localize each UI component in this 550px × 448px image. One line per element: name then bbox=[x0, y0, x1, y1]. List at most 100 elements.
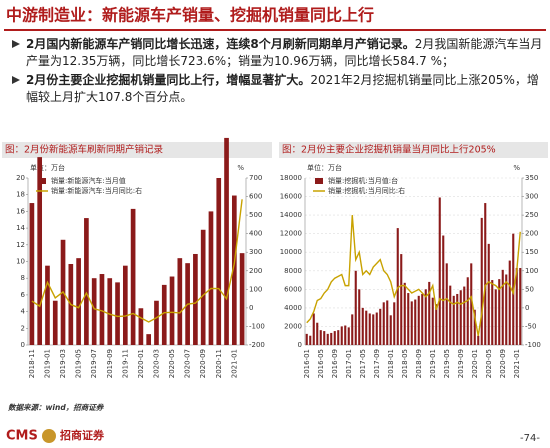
bar bbox=[473, 309, 476, 345]
bar bbox=[494, 289, 497, 345]
bar bbox=[368, 313, 371, 345]
unit-right: % bbox=[513, 164, 520, 172]
bar bbox=[76, 258, 81, 345]
legend-swatch bbox=[38, 178, 46, 184]
y2-tick-label: 350 bbox=[525, 174, 538, 182]
x-tick-label: 2019-05 bbox=[75, 349, 83, 378]
x-tick-label: 2020-05 bbox=[485, 349, 493, 378]
bar bbox=[393, 302, 396, 345]
x-tick-label: 2020-11 bbox=[215, 349, 223, 378]
bar bbox=[396, 228, 399, 345]
y2-tick-label: 300 bbox=[525, 193, 538, 201]
bar bbox=[445, 263, 448, 345]
bar bbox=[347, 327, 350, 345]
bar bbox=[424, 289, 427, 345]
y2-tick-label: 400 bbox=[249, 230, 262, 238]
bar bbox=[379, 308, 382, 345]
bar bbox=[375, 312, 378, 345]
x-tick-label: 2018-09 bbox=[415, 349, 423, 378]
y2-tick-label: 150 bbox=[525, 248, 538, 256]
x-tick-label: 2020-07 bbox=[184, 349, 192, 378]
y-tick-label: 12000 bbox=[280, 230, 302, 238]
y2-tick-label: 600 bbox=[249, 193, 262, 201]
bar bbox=[389, 315, 392, 345]
bar bbox=[466, 277, 469, 345]
bar bbox=[29, 203, 35, 345]
bar bbox=[382, 302, 385, 345]
bar bbox=[309, 335, 312, 345]
y2-tick-label: -50 bbox=[525, 322, 536, 330]
bar bbox=[130, 208, 136, 345]
legend-label: 销量:挖掘机:当月值:台 bbox=[328, 176, 398, 185]
bar bbox=[177, 258, 183, 345]
bar bbox=[231, 195, 237, 345]
bar bbox=[417, 295, 420, 345]
source-note: 数据来源：wind，招商证券 bbox=[8, 403, 105, 412]
bar bbox=[138, 308, 144, 345]
y-tick-label: 2 bbox=[21, 324, 25, 332]
y-tick-label: 10000 bbox=[280, 248, 302, 256]
bar bbox=[333, 331, 336, 345]
bar bbox=[122, 265, 128, 345]
bar bbox=[414, 299, 417, 345]
page-number: -74- bbox=[520, 433, 540, 444]
bar bbox=[386, 300, 389, 345]
bar bbox=[407, 293, 410, 345]
x-tick-label: 2019-09 bbox=[457, 349, 465, 378]
bullet-lead: 2月国内新能源车产销同比增长迅速，连续8个月刷新同期单月产销记录。 bbox=[26, 37, 415, 51]
bar bbox=[344, 325, 347, 345]
bar bbox=[354, 270, 357, 345]
y-tick-label: 2000 bbox=[284, 322, 302, 330]
y-tick-label: 18 bbox=[16, 191, 25, 199]
bar bbox=[400, 254, 403, 345]
x-tick-label: 2017-09 bbox=[373, 349, 381, 378]
x-tick-label: 2019-07 bbox=[90, 349, 98, 378]
bar bbox=[519, 267, 522, 345]
y-tick-label: 16000 bbox=[280, 193, 302, 201]
y-tick-label: 20 bbox=[16, 174, 25, 182]
bar bbox=[487, 243, 490, 345]
bullet-text: 2月我国新能源汽车当月产量为12.35万辆，同比增长723.6%；销量为10.9… bbox=[26, 37, 543, 68]
bar bbox=[431, 297, 434, 345]
legend-label: 销量:挖掘机:当月同比:右 bbox=[328, 186, 405, 195]
bar bbox=[37, 157, 43, 345]
y-tick-label: 18000 bbox=[280, 174, 302, 182]
bar bbox=[193, 253, 198, 345]
bar bbox=[508, 260, 511, 345]
x-tick-label: 2021-01 bbox=[230, 349, 238, 378]
y-tick-label: 8000 bbox=[284, 267, 302, 275]
x-tick-label: 2019-01 bbox=[429, 349, 437, 378]
x-tick-label: 2019-01 bbox=[43, 349, 51, 378]
x-tick-label: 2020-09 bbox=[499, 349, 507, 378]
unit-left: 单位：万台 bbox=[307, 163, 342, 172]
line-series bbox=[31, 199, 243, 323]
bar bbox=[449, 285, 452, 345]
bar bbox=[491, 280, 494, 345]
y-tick-label: 8 bbox=[21, 274, 25, 282]
bar bbox=[154, 300, 159, 345]
bar bbox=[337, 330, 340, 345]
x-tick-label: 2020-01 bbox=[137, 349, 145, 378]
bar bbox=[365, 310, 368, 345]
x-tick-label: 2019-09 bbox=[106, 349, 114, 378]
bar bbox=[91, 278, 97, 345]
bar bbox=[501, 269, 504, 345]
bar bbox=[161, 284, 167, 345]
bar bbox=[442, 235, 445, 345]
y-tick-label: 6 bbox=[21, 291, 26, 299]
bullet: 2月国内新能源车产销同比增长迅速，连续8个月刷新同期单月产销记录。2月我国新能源… bbox=[12, 36, 544, 70]
bar bbox=[435, 304, 438, 345]
legend-label: 销量:新能源汽车:当月同比:右 bbox=[51, 186, 142, 195]
y-tick-label: 10 bbox=[16, 258, 25, 266]
bar bbox=[323, 331, 326, 345]
bar bbox=[319, 330, 322, 345]
bar bbox=[330, 332, 333, 345]
y2-tick-label: 500 bbox=[249, 211, 262, 219]
bar bbox=[305, 333, 308, 345]
bullet-lead: 2月份主要企业挖掘机销量同比上行，增幅显著扩大。 bbox=[26, 73, 311, 87]
brand-name: 招商证券 bbox=[60, 428, 105, 442]
bar bbox=[470, 263, 473, 345]
y2-tick-label: 250 bbox=[525, 211, 538, 219]
bar bbox=[428, 281, 431, 345]
